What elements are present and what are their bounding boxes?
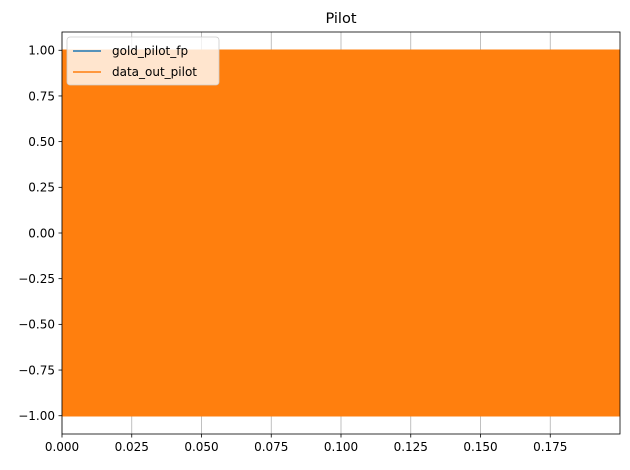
y-tick-label: 0.00 <box>28 226 55 240</box>
series-layer <box>62 49 620 417</box>
x-tick-label: 0.175 <box>533 440 567 454</box>
y-tick-label: 0.75 <box>28 89 55 103</box>
x-tick-label: 0.050 <box>184 440 218 454</box>
y-tick-label: −0.25 <box>18 272 55 286</box>
y-tick-label: 1.00 <box>28 44 55 58</box>
legend-box <box>66 36 220 86</box>
y-tick-label: −1.00 <box>18 409 55 423</box>
y-tick-label: −0.50 <box>18 318 55 332</box>
y-tick-label: 0.25 <box>28 181 55 195</box>
y-tick-label: 0.50 <box>28 135 55 149</box>
x-tick-label: 0.100 <box>324 440 358 454</box>
x-axis: 0.000 0.025 0.050 0.075 0.100 0.125 0.150 0.175 <box>45 434 567 454</box>
y-tick-label: −0.75 <box>18 363 55 377</box>
legend: gold_pilot_fp data_out_pilot <box>66 36 220 86</box>
x-tick-label: 0.075 <box>254 440 288 454</box>
chart-title: Pilot <box>325 11 356 27</box>
x-tick-label: 0.150 <box>463 440 497 454</box>
legend-label-gold-pilot-fp: gold_pilot_fp <box>112 44 188 58</box>
x-tick-label: 0.025 <box>115 440 149 454</box>
series-data-out-pilot <box>62 49 620 417</box>
x-tick-label: 0.000 <box>45 440 79 454</box>
y-axis: −1.00 −0.75 −0.50 −0.25 0.00 0.25 0.50 0.75 1.00 <box>18 44 62 423</box>
legend-label-data-out-pilot: data_out_pilot <box>112 65 197 79</box>
x-tick-label: 0.125 <box>394 440 428 454</box>
